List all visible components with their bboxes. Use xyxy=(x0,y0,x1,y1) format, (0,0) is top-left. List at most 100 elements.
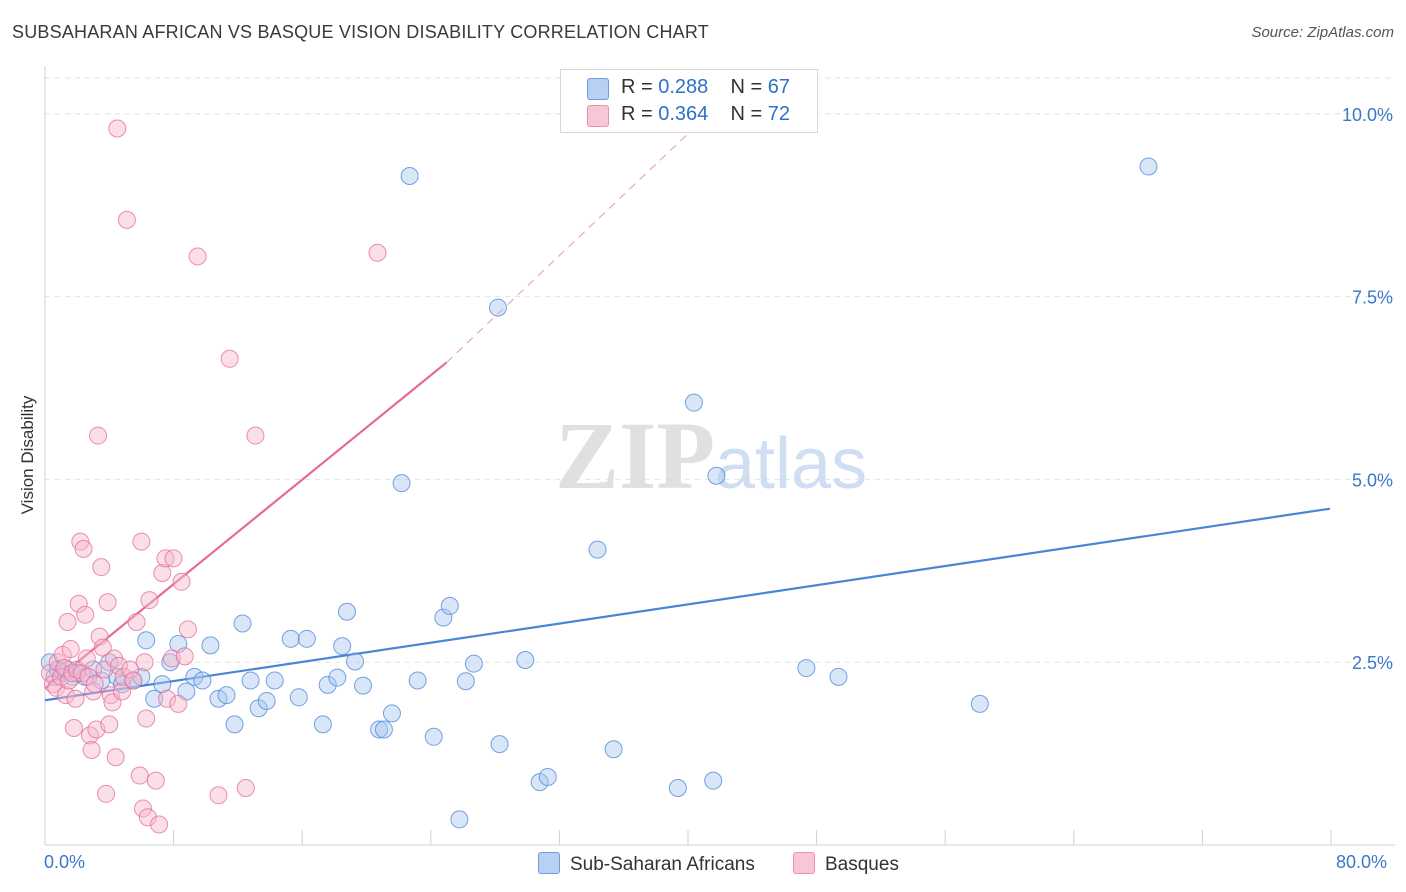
point-sub-saharan xyxy=(241,671,260,690)
point-basques xyxy=(64,719,83,738)
point-sub-saharan xyxy=(970,694,989,713)
point-sub-saharan xyxy=(464,654,483,673)
point-sub-saharan xyxy=(797,659,816,678)
source-label: Source: ZipAtlas.com xyxy=(1251,24,1394,41)
axes xyxy=(44,66,1395,846)
point-sub-saharan xyxy=(588,540,607,559)
point-sub-saharan xyxy=(145,689,164,708)
point-basques xyxy=(114,667,133,686)
point-sub-saharan xyxy=(193,671,212,690)
point-basques xyxy=(368,243,387,262)
y-tick-label: 2.5% xyxy=(1352,653,1393,673)
point-basques xyxy=(90,627,109,646)
point-basques xyxy=(56,686,75,705)
point-sub-saharan xyxy=(318,675,337,694)
point-sub-saharan xyxy=(225,715,244,734)
point-sub-saharan xyxy=(440,596,459,615)
point-sub-saharan xyxy=(408,671,427,690)
watermark-zip: ZIP xyxy=(555,402,715,509)
point-sub-saharan xyxy=(217,686,236,705)
r-value-blue: 0.288 xyxy=(658,76,709,98)
correlation-legend: R = 0.288 N = 67 R = 0.364 N = 72 xyxy=(560,69,818,133)
legend-label-sub-saharan: Sub-Saharan Africans xyxy=(570,854,755,875)
point-sub-saharan xyxy=(434,608,453,627)
point-basques xyxy=(97,784,116,803)
grid-lines xyxy=(45,77,1395,663)
y-tick-label: 5.0% xyxy=(1352,470,1393,490)
point-sub-saharan xyxy=(313,715,332,734)
point-sub-saharan xyxy=(137,631,156,650)
point-basques xyxy=(89,426,108,445)
point-basques xyxy=(108,119,127,138)
trend-lines xyxy=(44,118,1331,702)
point-sub-saharan xyxy=(257,691,276,710)
trend-line-basques xyxy=(44,361,448,690)
point-sub-saharan xyxy=(113,675,132,694)
point-sub-saharan xyxy=(337,602,356,621)
point-sub-saharan xyxy=(490,735,509,754)
point-basques xyxy=(236,778,255,797)
point-basques xyxy=(146,771,165,790)
point-sub-saharan xyxy=(382,704,401,723)
legend-swatch-pink xyxy=(793,852,815,874)
point-sub-saharan xyxy=(370,720,389,739)
point-basques xyxy=(66,689,85,708)
point-basques xyxy=(98,593,117,612)
point-basques xyxy=(178,620,197,639)
point-basques xyxy=(82,740,101,759)
point-sub-saharan xyxy=(424,727,443,746)
point-sub-saharan xyxy=(233,614,252,633)
point-sub-saharan xyxy=(265,671,284,690)
series-basques xyxy=(40,119,387,834)
point-sub-saharan xyxy=(707,466,726,485)
point-basques xyxy=(58,613,77,632)
point-basques xyxy=(85,675,104,694)
point-basques xyxy=(158,689,177,708)
n-value-pink: 72 xyxy=(767,103,791,125)
point-basques xyxy=(137,709,156,728)
point-basques xyxy=(84,682,103,701)
point-basques xyxy=(106,748,125,767)
point-basques xyxy=(117,210,136,229)
point-sub-saharan xyxy=(333,637,352,656)
n-label: N = xyxy=(730,103,763,125)
trend-line-sub-saharan xyxy=(44,507,1331,702)
legend-swatch-blue xyxy=(587,78,609,100)
legend-swatch-blue xyxy=(538,852,560,874)
point-sub-saharan xyxy=(201,636,220,655)
point-basques xyxy=(153,564,172,583)
point-basques xyxy=(101,686,120,705)
point-sub-saharan xyxy=(538,768,557,787)
r-label: R = xyxy=(621,76,653,98)
point-sub-saharan xyxy=(281,629,300,648)
point-sub-saharan xyxy=(328,668,347,687)
point-basques xyxy=(164,549,183,568)
point-basques xyxy=(175,647,194,666)
point-basques xyxy=(109,656,128,675)
point-basques xyxy=(172,572,191,591)
trend-line-basques-extension xyxy=(446,118,704,363)
point-basques xyxy=(93,638,112,657)
x-tick-label-min: 0.0% xyxy=(44,852,86,872)
point-sub-saharan xyxy=(450,810,469,829)
point-sub-saharan xyxy=(829,667,848,686)
point-basques xyxy=(209,786,228,805)
point-basques xyxy=(138,808,157,827)
point-sub-saharan xyxy=(456,672,475,691)
point-basques xyxy=(77,649,96,668)
chart-title: SUBSAHARAN AFRICAN VS BASQUE VISION DISA… xyxy=(12,22,709,42)
point-sub-saharan xyxy=(516,651,535,670)
point-sub-saharan xyxy=(354,676,373,695)
point-basques xyxy=(124,671,143,690)
point-basques xyxy=(100,715,119,734)
r-label: R = xyxy=(621,103,653,125)
n-value-blue: 67 xyxy=(767,76,791,98)
r-value-pink: 0.364 xyxy=(658,103,709,125)
point-sub-saharan xyxy=(374,720,393,739)
point-basques xyxy=(113,682,132,701)
point-sub-saharan xyxy=(400,167,419,186)
point-sub-saharan xyxy=(297,629,316,648)
point-basques xyxy=(150,815,169,834)
point-sub-saharan xyxy=(153,675,172,694)
